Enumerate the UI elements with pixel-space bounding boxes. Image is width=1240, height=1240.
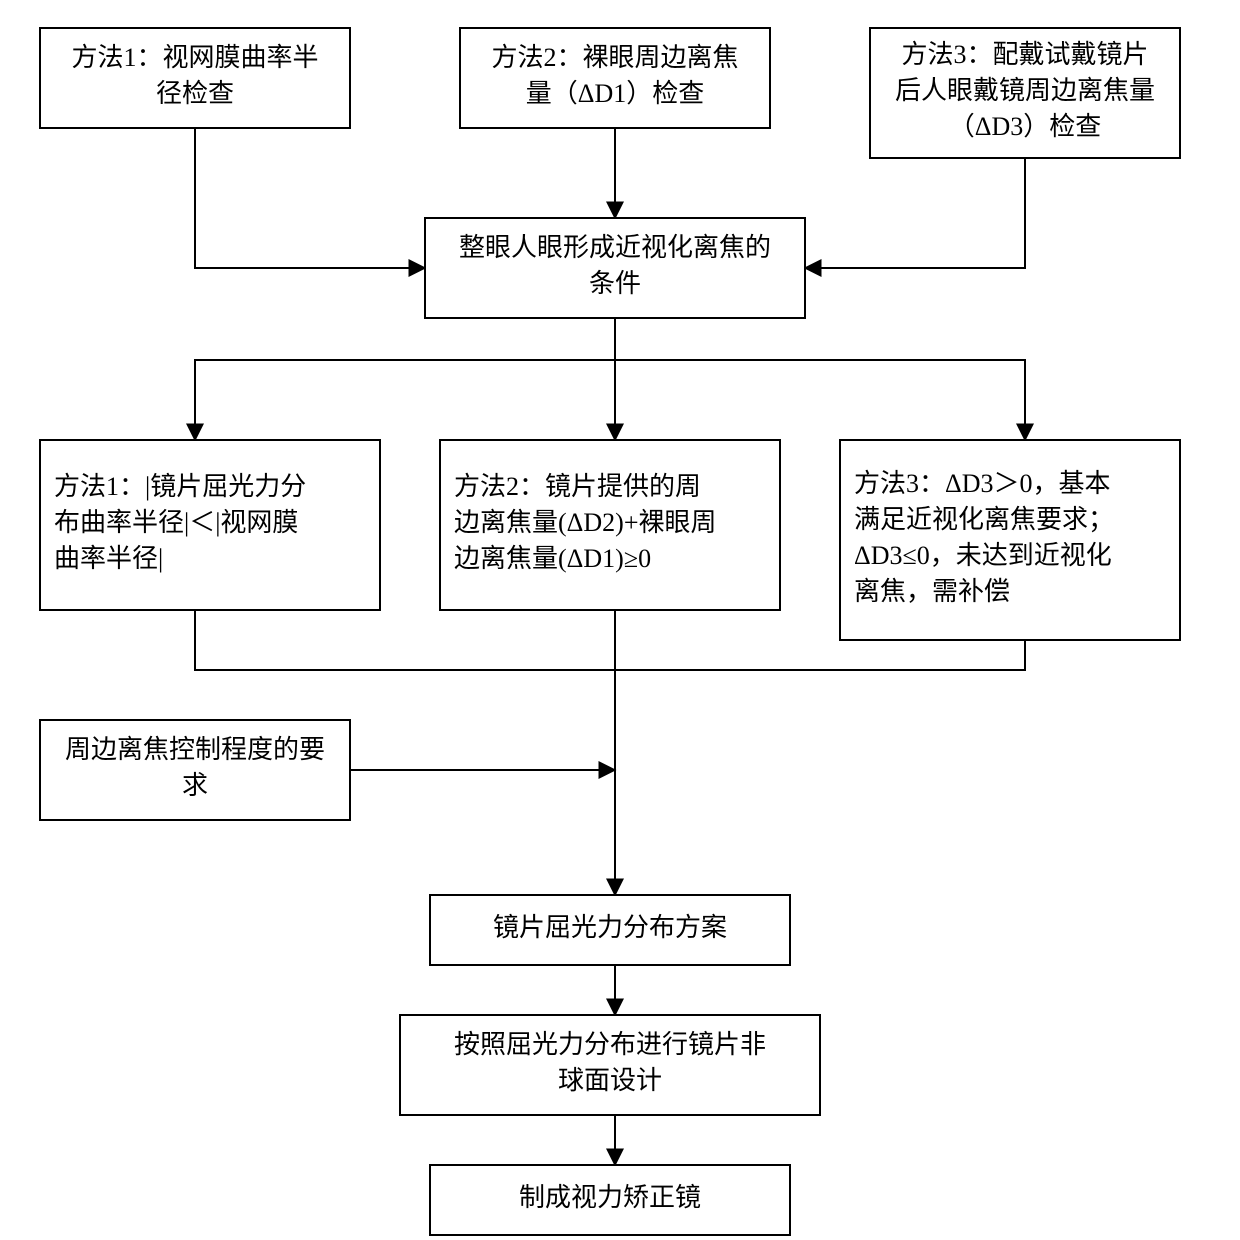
node-text: 方法1：视网膜曲率半 [71,43,318,72]
node-make: 制成视力矫正镜 [430,1165,790,1235]
flowchart-svg: 方法1：视网膜曲率半径检查方法2：裸眼周边离焦量（ΔD1）检查方法3：配戴试戴镜… [0,0,1240,1240]
node-text: 离焦，需补偿 [854,577,1010,606]
nodes-group: 方法1：视网膜曲率半径检查方法2：裸眼周边离焦量（ΔD1）检查方法3：配戴试戴镜… [40,28,1180,1235]
node-text: 按照屈光力分布进行镜片非 [454,1030,766,1059]
node-text: 方法1：|镜片屈光力分 [54,472,306,501]
edge [615,318,1025,440]
node-text: 镜片屈光力分布方案 [493,913,727,942]
node-m2top: 方法2：裸眼周边离焦量（ΔD1）检查 [460,28,770,128]
node-text: 方法2：镜片提供的周 [454,472,701,501]
node-text: 方法2：裸眼周边离焦 [491,43,738,72]
node-text: 满足近视化离焦要求； [854,505,1114,534]
node-text: 条件 [589,269,641,298]
node-text: 径检查 [156,79,234,108]
edge [195,128,425,268]
node-text: 制成视力矫正镜 [519,1183,701,1212]
node-plan: 镜片屈光力分布方案 [430,895,790,965]
node-text: 方法3：配戴试戴镜片 [901,40,1148,69]
node-text: 整眼人眼形成近视化离焦的 [459,233,771,262]
edge [195,610,615,670]
node-text: 后人眼戴镜周边离焦量 [895,76,1155,105]
node-text: 曲率半径| [54,544,163,573]
node-text: 球面设计 [558,1066,662,1095]
node-req: 周边离焦控制程度的要求 [40,720,350,820]
node-text: 求 [182,771,208,800]
node-text: 边离焦量(ΔD2)+裸眼周 [454,508,716,537]
node-text: ΔD3≤0，未达到近视化 [854,541,1112,570]
node-m2mid: 方法2：镜片提供的周边离焦量(ΔD2)+裸眼周边离焦量(ΔD1)≥0 [440,440,780,610]
node-design: 按照屈光力分布进行镜片非球面设计 [400,1015,820,1115]
node-text: （ΔD3）检查 [949,112,1102,141]
node-m1top: 方法1：视网膜曲率半径检查 [40,28,350,128]
edge [805,158,1025,268]
node-m3mid: 方法3：ΔD3＞0，基本满足近视化离焦要求； ΔD3≤0，未达到近视化离焦，需补偿 [840,440,1180,640]
node-m1mid: 方法1：|镜片屈光力分布曲率半径|＜|视网膜曲率半径| [40,440,380,610]
edge [615,640,1025,670]
node-text: 量（ΔD1）检查 [526,79,705,108]
node-cond: 整眼人眼形成近视化离焦的条件 [425,218,805,318]
node-text: 方法3：ΔD3＞0，基本 [854,469,1111,498]
node-text: 边离焦量(ΔD1)≥0 [454,544,651,573]
node-text: 周边离焦控制程度的要 [65,735,325,764]
edge [195,318,615,440]
node-text: 布曲率半径|＜|视网膜 [54,508,298,537]
node-m3top: 方法3：配戴试戴镜片后人眼戴镜周边离焦量 （ΔD3）检查 [870,28,1180,158]
